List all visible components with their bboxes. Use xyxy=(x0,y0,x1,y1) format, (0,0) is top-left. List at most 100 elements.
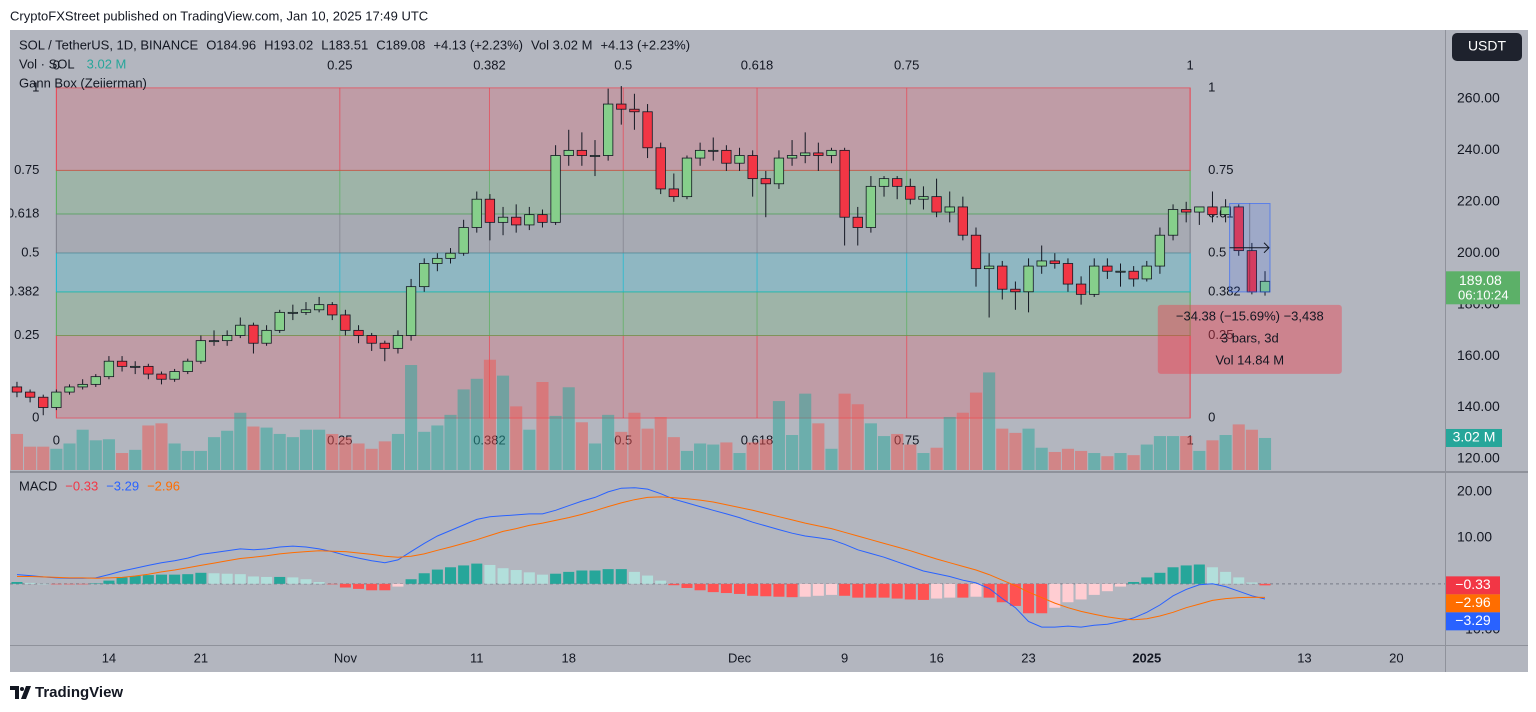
candle-body xyxy=(944,206,955,213)
gann-level-label: 0.5 xyxy=(1208,244,1226,259)
candle-body xyxy=(392,335,404,349)
volume-bar xyxy=(1114,453,1127,470)
candle-body xyxy=(984,265,995,270)
histogram-bar xyxy=(839,583,851,596)
signal-line xyxy=(17,496,1266,621)
candle-body xyxy=(51,391,62,408)
histogram-bar xyxy=(1062,583,1074,603)
volume-bar xyxy=(89,440,102,470)
histogram-bar xyxy=(234,574,246,584)
histogram-bar xyxy=(786,583,798,598)
histogram-bar xyxy=(484,564,496,584)
candle-body xyxy=(300,309,312,313)
volume-bar xyxy=(1153,436,1166,470)
macd-line xyxy=(16,487,1266,628)
candle-body xyxy=(1115,270,1126,273)
volume-bar xyxy=(194,450,207,470)
histogram-bar xyxy=(1206,567,1218,584)
histogram-bar xyxy=(1114,583,1127,587)
volume-bar xyxy=(497,375,510,470)
histogram-bar xyxy=(444,567,457,584)
histogram-bar xyxy=(983,583,995,598)
candle-body xyxy=(379,342,390,349)
volume-bar xyxy=(339,437,352,470)
volume-bar xyxy=(457,389,470,470)
histogram-bar xyxy=(142,575,154,584)
histogram-bar xyxy=(799,583,811,597)
candle-body xyxy=(826,149,837,156)
histogram-bar xyxy=(431,569,443,584)
volume-bar xyxy=(877,436,891,470)
y-tick-label: 240.00 xyxy=(1457,141,1500,157)
currency-button[interactable] xyxy=(1452,33,1522,61)
measure-label: Vol 14.84 M xyxy=(1215,352,1284,367)
volume-bar xyxy=(129,449,142,470)
candle-body xyxy=(773,157,785,185)
volume-bar xyxy=(523,429,536,470)
chart-background xyxy=(10,30,1528,672)
volume-bar xyxy=(1009,432,1022,470)
histogram-bar xyxy=(1193,564,1205,584)
histogram-bar xyxy=(37,583,49,585)
volume-bar xyxy=(588,443,602,470)
volume-bar xyxy=(891,433,904,470)
candle-body xyxy=(734,155,745,164)
histogram-bar xyxy=(1049,583,1061,608)
candle-body xyxy=(64,386,75,393)
histogram-bar xyxy=(707,583,719,593)
volume-bar xyxy=(1219,435,1232,470)
candle-body xyxy=(747,155,758,180)
volume-bar xyxy=(536,382,549,470)
candle-body xyxy=(642,111,653,149)
candle-body xyxy=(800,152,811,156)
price-pane: 00000.250.250.250.250.3820.3820.3820.382… xyxy=(10,37,1342,470)
legend-item: Vol 3.02 M xyxy=(531,37,592,52)
volume-bar xyxy=(63,443,76,470)
histogram-bar xyxy=(1036,583,1048,614)
volume-bar xyxy=(168,443,181,470)
candle-body xyxy=(918,196,929,200)
histogram-bar xyxy=(615,569,627,584)
histogram-bar xyxy=(1128,581,1140,584)
gann-level-label: 0.5 xyxy=(21,244,39,259)
candle-body xyxy=(340,314,351,331)
candle-body xyxy=(156,373,167,380)
candle-body xyxy=(563,149,574,156)
legend-item: +4.13 (+2.23%) xyxy=(433,37,523,52)
candle-body xyxy=(1141,265,1152,280)
macd-badge-label: −3.29 xyxy=(1455,612,1491,628)
volume-bar xyxy=(181,450,194,470)
volume-bar xyxy=(562,387,575,470)
volume-bar xyxy=(969,392,983,470)
candle-body xyxy=(970,234,982,270)
candle-body xyxy=(327,304,338,316)
candle-body xyxy=(169,371,180,380)
histogram-bar xyxy=(1101,583,1113,592)
candle-body xyxy=(261,329,272,344)
currency-label: USDT xyxy=(1468,38,1507,54)
volume-bar xyxy=(1022,428,1035,470)
volume-bar xyxy=(1258,437,1272,470)
histogram-bar xyxy=(274,576,286,584)
volume-bar xyxy=(299,429,313,470)
macd-badge xyxy=(1446,576,1500,595)
candle-body xyxy=(432,257,443,264)
volume-bar xyxy=(326,433,339,470)
candle-body xyxy=(681,157,693,198)
legend-item: SOL / TetherUS, 1D, BINANCE xyxy=(19,37,199,52)
candle-body xyxy=(616,103,627,110)
histogram-bar xyxy=(379,583,391,591)
candle-body xyxy=(143,365,154,375)
volume-bar xyxy=(24,446,37,470)
histogram-bar xyxy=(313,581,325,584)
volume-badge-label: 3.02 M xyxy=(1453,429,1496,445)
candle-body xyxy=(130,365,141,368)
last-price-badge xyxy=(1446,271,1520,305)
volume-bar xyxy=(956,412,969,470)
histogram-bar xyxy=(642,575,654,584)
candle-body xyxy=(655,147,666,190)
volume-bar xyxy=(812,423,825,470)
macd-legend-name: MACD xyxy=(19,478,57,493)
candle-body xyxy=(116,360,128,367)
volume-bar xyxy=(102,439,115,470)
